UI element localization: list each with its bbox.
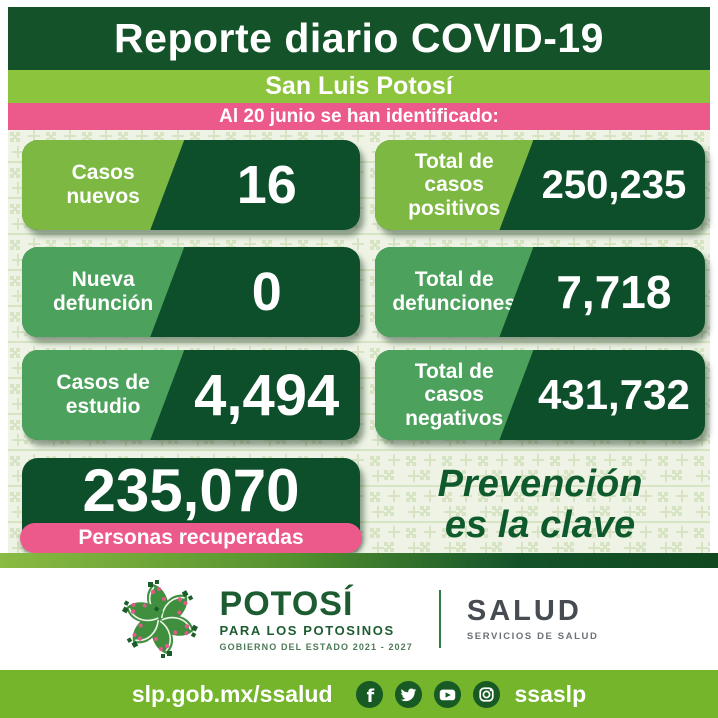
recovered-label: Personas recuperadas — [78, 526, 304, 549]
card-value: 16 — [236, 155, 297, 215]
card-value: 250,235 — [541, 162, 687, 207]
card-value: 0 — [251, 262, 282, 322]
card-value: 4,494 — [194, 362, 340, 428]
decorative-green-strip — [0, 553, 718, 568]
state-name: San Luis Potosí — [265, 72, 453, 100]
brand-tagline: PARA LOS POTOSINOS — [219, 622, 395, 638]
page-title: Reporte diario COVID-19 — [114, 15, 604, 61]
card-label-panel: Total de casos negativos — [375, 350, 533, 440]
potosi-emblem-icon — [119, 579, 200, 659]
recovered-banner: Personas recuperadas — [20, 523, 362, 553]
card-label-text: Total de casos negativos — [405, 359, 504, 430]
prevention-slogan-text: Prevención es la clave — [437, 462, 643, 546]
card-label-panel: Total de defunciones — [375, 247, 533, 337]
card-label-text: Total de casos positivos — [408, 149, 501, 220]
card-label-text: Total de defunciones — [392, 268, 517, 315]
state-subtitle-bar: San Luis Potosí — [8, 70, 710, 103]
card-value: 431,732 — [537, 371, 690, 418]
salud-wordmark: SALUD SERVICIOS DE SALUD — [466, 594, 599, 642]
twitter-icon[interactable] — [394, 680, 423, 709]
logo-divider — [438, 590, 441, 648]
potosi-wordmark: POTOSÍ PARA LOS POTOSINOS GOBIERNO DEL E… — [220, 587, 413, 652]
card-value: 7,718 — [556, 266, 672, 318]
recovered-value: 235,070 — [82, 456, 300, 524]
card-casos-nuevos: Casos nuevos 16 — [22, 140, 360, 230]
social-handle: ssaslp — [514, 680, 587, 707]
youtube-icon[interactable] — [433, 680, 462, 709]
card-total-defunciones: Total de defunciones 7,718 — [375, 247, 705, 337]
date-banner: Al 20 junio se han identificado: — [8, 103, 710, 130]
stats-section: Casos nuevos 16 Total de casos positivos… — [8, 130, 710, 553]
org-tagline: SERVICIOS DE SALUD — [466, 630, 599, 642]
card-label-text: Nueva defunción — [52, 268, 154, 315]
prevention-slogan: Prevención es la clave — [375, 462, 705, 548]
bottom-bar: slp.gob.mx/ssalud f ssaslp — [0, 670, 718, 718]
brand-government: GOBIERNO DEL ESTADO 2021 - 2027 — [219, 641, 413, 652]
date-banner-text: Al 20 junio se han identificado: — [219, 105, 499, 127]
facebook-icon[interactable]: f — [355, 680, 384, 709]
card-label-panel: Nueva defunción — [22, 247, 184, 337]
card-total-negativos: Total de casos negativos 431,732 — [375, 350, 705, 440]
card-label-text: Casos nuevos — [66, 161, 140, 208]
card-label-panel: Casos de estudio — [22, 350, 184, 440]
card-total-positivos: Total de casos positivos 250,235 — [375, 140, 705, 230]
website-url: slp.gob.mx/ssalud — [131, 680, 333, 707]
card-label-panel: Casos nuevos — [22, 140, 184, 230]
card-label-panel: Total de casos positivos — [375, 140, 533, 230]
report-title-bar: Reporte diario COVID-19 — [8, 7, 710, 70]
instagram-icon[interactable] — [472, 680, 501, 709]
card-label-text: Casos de estudio — [56, 371, 150, 418]
brand-name: POTOSÍ — [219, 584, 354, 623]
card-nueva-defuncion: Nueva defunción 0 — [22, 247, 360, 337]
org-name: SALUD — [466, 594, 582, 627]
footer-logos: POTOSÍ PARA LOS POTOSINOS GOBIERNO DEL E… — [0, 568, 718, 670]
card-recuperadas: 235,070 Personas recuperadas — [20, 456, 362, 553]
card-casos-estudio: Casos de estudio 4,494 — [22, 350, 360, 440]
svg-text:f: f — [366, 687, 374, 707]
